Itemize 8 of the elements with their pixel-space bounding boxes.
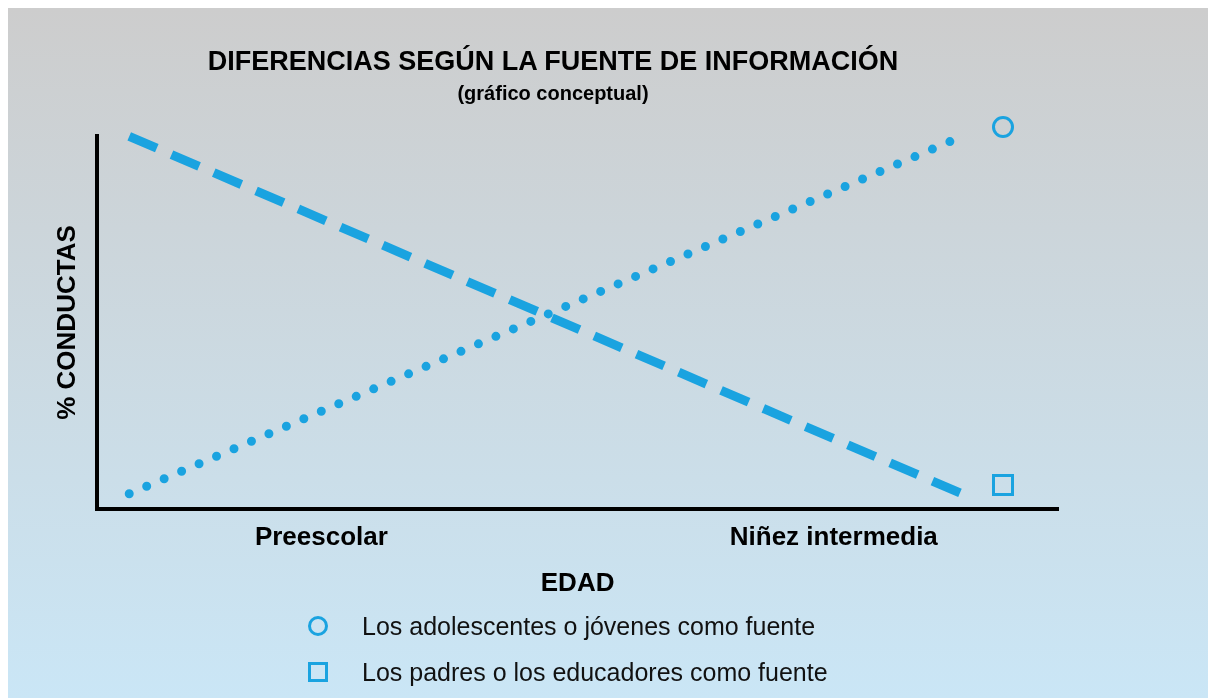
x-tick-label: Preescolar [254,521,388,552]
chart-subtitle: (gráfico conceptual) [457,81,649,104]
x-tick-label: Niñez intermedia [729,521,939,552]
legend-label: Los adolescentes o jóvenes como fuente [362,611,816,641]
y-axis-title: % CONDUCTAS [50,225,81,420]
chart-title: DIFERENCIAS SEGÚN LA FUENTE DE INFORMACIÓN [207,44,899,76]
x-axis-title: EDAD [540,566,615,597]
legend-label: Los padres o los educadores como fuente [362,657,828,687]
